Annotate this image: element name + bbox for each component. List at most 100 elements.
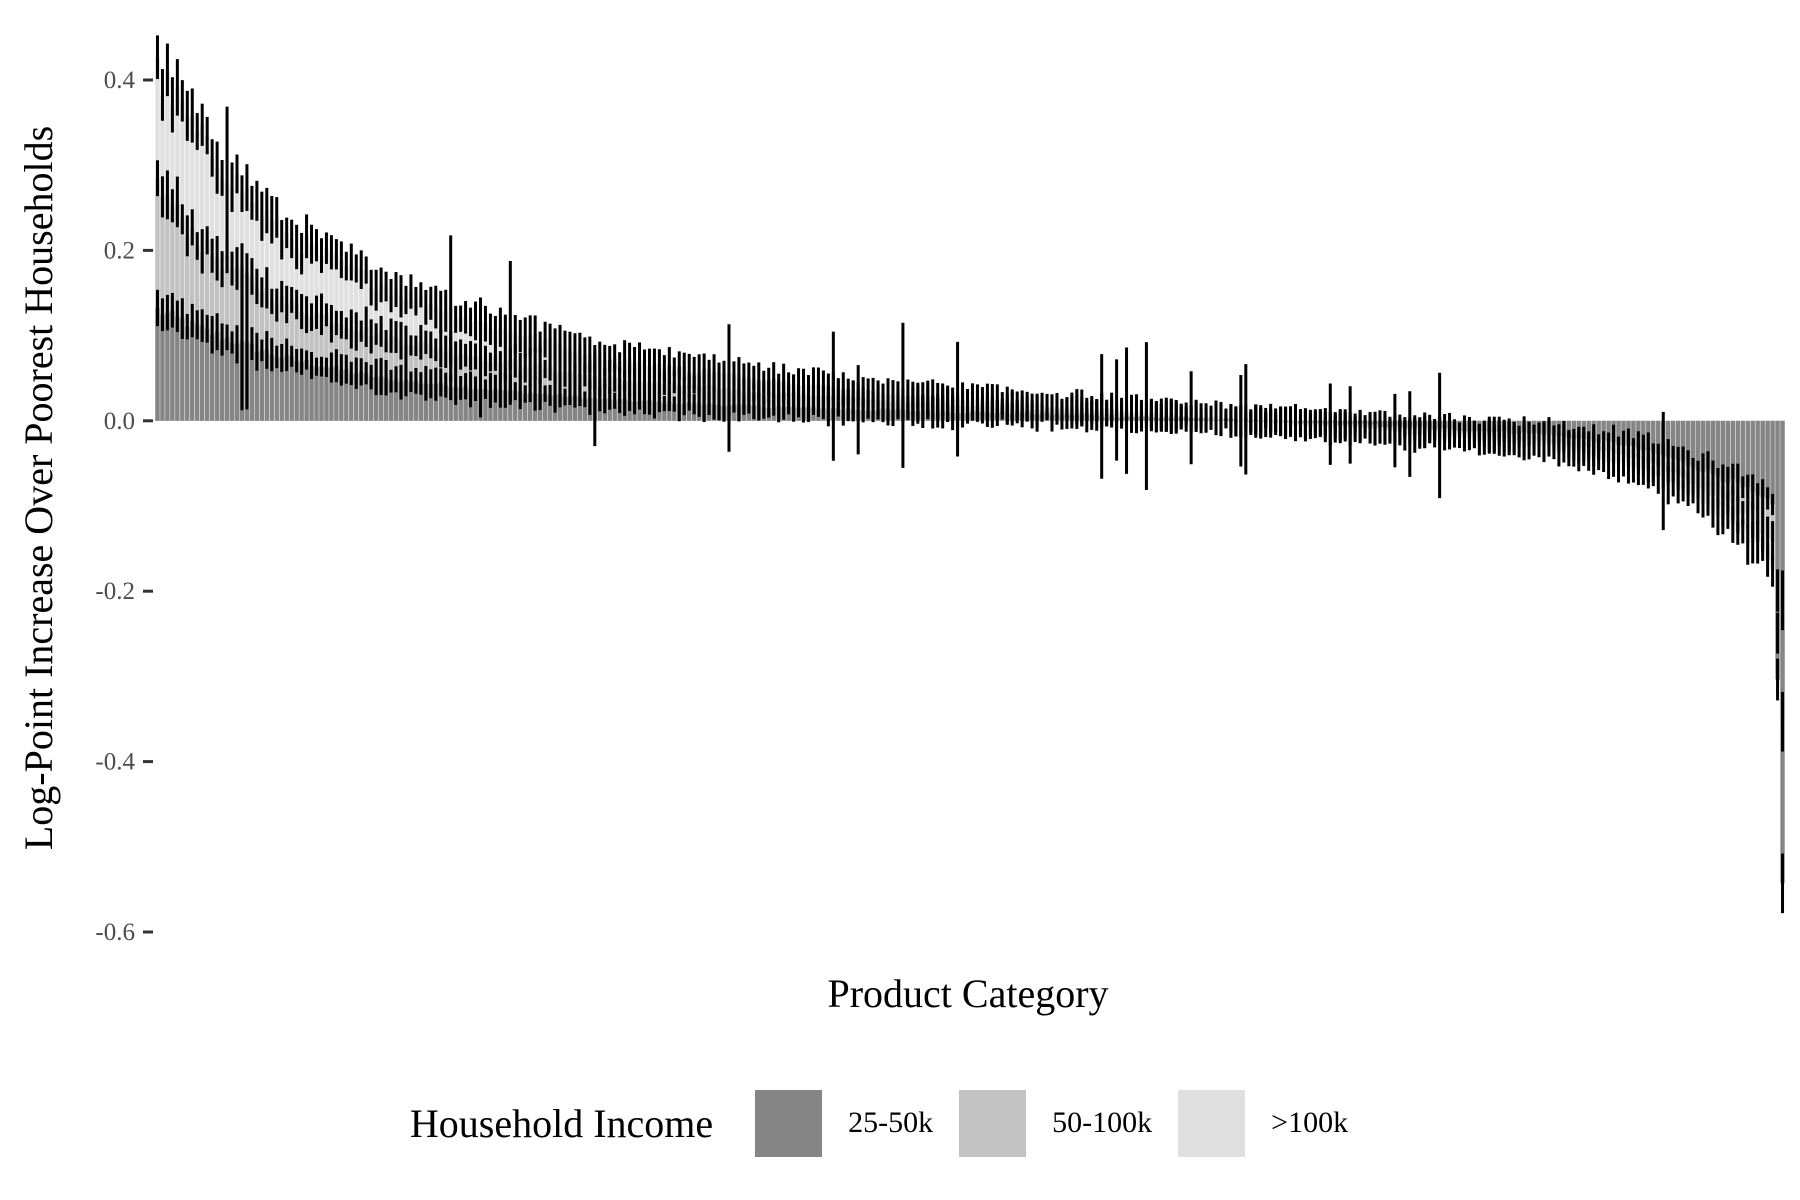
bar-2550k-305 bbox=[1671, 420, 1676, 460]
legend-label: 50-100k bbox=[1052, 1106, 1153, 1139]
bar-2550k-4 bbox=[175, 316, 180, 421]
bar-2550k-33 bbox=[319, 366, 324, 421]
bar-2550k-323 bbox=[1760, 420, 1765, 498]
bar-2550k-13 bbox=[219, 339, 225, 421]
bar-2550k-301 bbox=[1651, 420, 1656, 453]
bar-2550k-92 bbox=[612, 400, 617, 421]
bar-2550k-306 bbox=[1675, 420, 1681, 460]
bar-2550k-37 bbox=[339, 369, 344, 421]
bar-2550k-308 bbox=[1685, 420, 1691, 466]
legend-key-25-50k bbox=[755, 1089, 823, 1157]
bar-2550k-22 bbox=[264, 349, 269, 421]
bar-2550k-91 bbox=[607, 399, 612, 421]
chart: 0.4 0.2 0.0 -0.2 -0.4 -0.6 Log-Point Increase… bbox=[16, 35, 1785, 1016]
legend-title: Household Income bbox=[409, 1100, 714, 1146]
bar-2550k-19 bbox=[249, 343, 255, 421]
legend-key-50-100k bbox=[959, 1089, 1027, 1157]
bar-2550k-38 bbox=[344, 369, 349, 421]
bar-2550k-64 bbox=[473, 388, 478, 421]
bar-2550k-39 bbox=[349, 373, 354, 421]
bar-2550k-55 bbox=[428, 383, 433, 421]
bar-2550k-322 bbox=[1755, 420, 1760, 496]
bar-2550k-54 bbox=[423, 383, 429, 421]
bar-2550k-51 bbox=[408, 381, 414, 421]
bar-2550k-36 bbox=[334, 365, 339, 421]
bar-2550k-83 bbox=[567, 396, 573, 421]
bar-2550k-302 bbox=[1656, 420, 1661, 455]
bar-2550k-32 bbox=[314, 366, 319, 421]
bar-2550k-102 bbox=[662, 403, 667, 421]
bar-2550k-40 bbox=[354, 373, 359, 421]
bar-2550k-72 bbox=[513, 391, 518, 421]
y-tick-label: -0.6 bbox=[95, 919, 135, 946]
bar-2550k-309 bbox=[1690, 420, 1696, 468]
bar-2550k-327 bbox=[1780, 420, 1785, 884]
bar-2550k-310 bbox=[1695, 420, 1701, 471]
bar-2550k-75 bbox=[528, 392, 533, 421]
y-tick-label: 0.4 bbox=[104, 67, 136, 94]
bar-2550k-29 bbox=[299, 361, 304, 421]
legend-item-25-50k: 25-50k bbox=[755, 1089, 934, 1157]
bar-2550k-27 bbox=[289, 356, 294, 421]
legend-label: 25-50k bbox=[848, 1106, 934, 1139]
y-tick-label: 0.2 bbox=[104, 237, 135, 264]
legend-key-100k-plus bbox=[1178, 1089, 1246, 1157]
bar-2550k-10 bbox=[205, 328, 210, 421]
bar-2550k-326 bbox=[1775, 420, 1780, 680]
bar-2550k-48 bbox=[393, 379, 399, 421]
bar-2550k-14 bbox=[224, 337, 230, 421]
bar-2550k-30 bbox=[304, 359, 309, 421]
bar-2550k-284 bbox=[1566, 420, 1572, 438]
bar-2550k-3 bbox=[170, 310, 175, 421]
bar-2550k-320 bbox=[1745, 420, 1750, 488]
bar-2550k-316 bbox=[1725, 420, 1731, 484]
bar-2550k-66 bbox=[483, 389, 488, 421]
bar-2550k-58 bbox=[443, 385, 448, 421]
bar-2550k-297 bbox=[1631, 420, 1636, 447]
y-tick-label: 0.0 bbox=[104, 408, 135, 435]
bar-2550k-104 bbox=[672, 404, 677, 421]
bar-2550k-56 bbox=[433, 384, 438, 421]
bar-2550k-107 bbox=[687, 402, 692, 421]
bar-2550k-23 bbox=[269, 354, 274, 421]
bar-2550k-79 bbox=[547, 395, 553, 421]
y-axis: 0.4 0.2 0.0 -0.2 -0.4 -0.6 bbox=[95, 67, 153, 946]
legend-item-100k-plus: >100k bbox=[1178, 1089, 1348, 1157]
bar-2550k-26 bbox=[284, 354, 289, 421]
bar-2550k-20 bbox=[254, 351, 260, 421]
bar-2550k-16 bbox=[234, 344, 240, 421]
bar-2550k-11 bbox=[209, 334, 215, 421]
bar-2550k-317 bbox=[1730, 420, 1736, 480]
bar-2550k-84 bbox=[572, 395, 578, 421]
bar-2550k-62 bbox=[463, 386, 468, 421]
bar-2550k-35 bbox=[329, 367, 334, 421]
bar-2550k-45 bbox=[378, 376, 384, 421]
bar-2550k-57 bbox=[438, 382, 443, 421]
bar-2550k-9 bbox=[200, 325, 205, 421]
bar-2550k-44 bbox=[373, 376, 379, 421]
bar-2550k-47 bbox=[388, 381, 394, 421]
bar-2550k-5 bbox=[180, 318, 185, 421]
bar-2550k-46 bbox=[383, 377, 389, 421]
bar-2550k-31 bbox=[309, 365, 314, 421]
bar-2550k-321 bbox=[1750, 420, 1755, 492]
bar-2550k-71 bbox=[508, 389, 513, 421]
bar-2550k-312 bbox=[1705, 420, 1711, 470]
bar-2550k-290 bbox=[1596, 420, 1601, 443]
bar-2550k-49 bbox=[398, 382, 404, 421]
bar-2550k-291 bbox=[1601, 420, 1606, 441]
bar-2550k-7 bbox=[190, 320, 195, 421]
bar-2550k-68 bbox=[493, 388, 498, 421]
legend: Household Income 25-50k 50-100k >100k bbox=[0, 1088, 1800, 1158]
plot-area bbox=[155, 35, 1785, 914]
bar-2550k-324 bbox=[1765, 420, 1770, 499]
y-axis-title: Log-Point Increase Over Poorest Househol… bbox=[16, 126, 61, 850]
bar-2550k-311 bbox=[1700, 420, 1706, 473]
bar-2550k-6 bbox=[185, 326, 190, 421]
bar-2550k-0 bbox=[155, 307, 160, 421]
bar-2550k-292 bbox=[1606, 420, 1611, 442]
bar-2550k-59 bbox=[448, 387, 453, 421]
bar-2550k-42 bbox=[364, 373, 369, 421]
bar-2550k-25 bbox=[279, 357, 284, 421]
bar-2550k-314 bbox=[1715, 420, 1721, 478]
